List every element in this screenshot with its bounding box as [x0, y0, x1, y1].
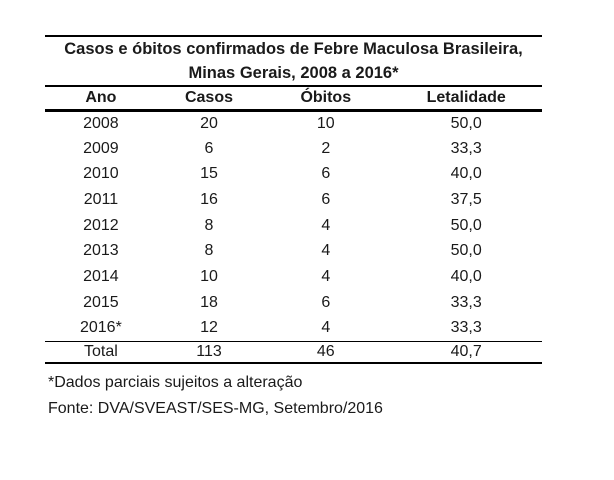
total-casos: 113 — [156, 340, 262, 365]
table-cell: 2008 — [83, 114, 119, 132]
footnote-source: Fonte: DVA/SVEAST/SES-MG, Setembro/2016 — [48, 400, 383, 418]
total-row: Total 113 46 40,7 — [45, 340, 542, 365]
total-letalidade: 40,7 — [390, 340, 542, 365]
table-cell: 50,0 — [450, 216, 482, 234]
table-cell: 8 — [204, 242, 214, 260]
table-title-line2: Minas Gerais, 2008 a 2016* — [188, 64, 399, 82]
table-block: Casos e óbitos confirmados de Febre Macu… — [45, 35, 542, 422]
table-cell: 6 — [321, 190, 331, 208]
table-row: 2016* 12 4 33,3 — [45, 316, 542, 342]
table-cell: 40,0 — [450, 267, 482, 285]
table-cell: 16 — [200, 190, 218, 208]
table-cell: 2 — [321, 139, 331, 157]
table-body: 2008 20 10 50,0 2009 6 2 33,3 2010 15 6 40,0 2011 16 6… — [45, 110, 542, 341]
table-title: Casos e óbitos confirmados de Febre Macu… — [45, 35, 542, 87]
table-row: 2015 18 6 33,3 — [45, 290, 542, 316]
table-cell: 2011 — [83, 190, 119, 208]
data-table: Ano Casos Óbitos Letalidade 2008 20 10 50,0… — [45, 87, 542, 365]
table-cell: 2016* — [79, 319, 122, 337]
table-cell: 10 — [316, 114, 335, 132]
column-header-obitos: Óbitos — [261, 87, 391, 112]
column-header-casos: Casos — [156, 87, 262, 112]
header-row: Ano Casos Óbitos Letalidade — [45, 87, 542, 112]
table-cell: 37,5 — [450, 190, 482, 208]
table-cell: 2009 — [83, 139, 119, 157]
table-row: 2009 6 2 33,3 — [45, 136, 542, 162]
table-row: 2013 8 4 50,0 — [45, 238, 542, 264]
table-cell: 2013 — [83, 242, 119, 260]
footnotes: *Dados parciais sujeitos a alteração Fon… — [45, 370, 542, 422]
table-cell: 20 — [200, 114, 218, 132]
table-cell: 33,3 — [450, 319, 482, 337]
table-cell: 50,0 — [450, 242, 482, 260]
footnote-partial-data: *Dados parciais sujeitos a alteração — [48, 374, 303, 392]
total-obitos: 46 — [261, 340, 391, 365]
table-cell: 40,0 — [450, 165, 482, 183]
column-header-letalidade: Letalidade — [390, 87, 542, 112]
table-cell: 4 — [321, 319, 331, 337]
table-cell: 2015 — [83, 293, 119, 311]
table-cell: 2010 — [83, 165, 119, 183]
table-cell: 33,3 — [450, 139, 482, 157]
table-row: 2014 10 4 40,0 — [45, 264, 542, 290]
table-cell: 15 — [200, 165, 218, 183]
table-row: 2008 20 10 50,0 — [45, 110, 542, 136]
table-cell: 4 — [321, 242, 331, 260]
table-cell: 12 — [200, 319, 218, 337]
table-cell: 6 — [204, 139, 214, 157]
table-cell: 4 — [321, 267, 331, 285]
table-cell: 10 — [200, 267, 218, 285]
table-title-line1: Casos e óbitos confirmados de Febre Macu… — [64, 40, 523, 58]
column-header-ano: Ano — [45, 87, 157, 112]
table-cell: 4 — [321, 216, 331, 234]
table-cell: 50,0 — [450, 114, 482, 132]
table-row: 2011 16 6 37,5 — [45, 187, 542, 213]
table-cell: 8 — [204, 216, 214, 234]
table-row: 2012 8 4 50,0 — [45, 213, 542, 239]
table-cell: 33,3 — [450, 293, 482, 311]
table-cell: 2014 — [83, 267, 119, 285]
total-label: Total — [45, 340, 157, 365]
table-row: 2010 15 6 40,0 — [45, 161, 542, 187]
table-cell: 2012 — [83, 216, 119, 234]
table-cell: 6 — [321, 293, 331, 311]
table-cell: 18 — [200, 293, 218, 311]
table-cell: 6 — [321, 165, 331, 183]
